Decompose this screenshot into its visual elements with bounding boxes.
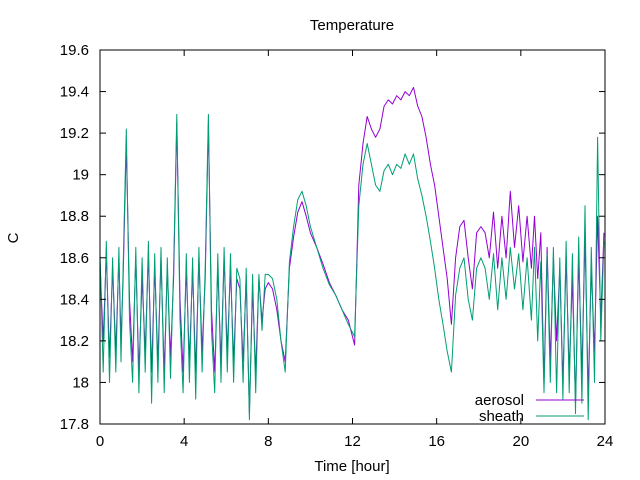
chart-title: Temperature xyxy=(310,17,394,34)
y-tick-label: 19.2 xyxy=(60,125,89,142)
y-tick-label: 18.6 xyxy=(60,250,89,267)
y-axis-label: C xyxy=(5,232,22,243)
y-tick-label: 18.2 xyxy=(60,333,89,350)
series-layer xyxy=(99,86,605,421)
x-tick-label: 20 xyxy=(512,433,529,450)
y-tick-label: 18.4 xyxy=(60,291,89,308)
y-tick-label: 19 xyxy=(72,167,89,184)
legend-label-sheath: sheath xyxy=(479,408,524,425)
legend-label-aerosol: aerosol xyxy=(475,392,524,409)
x-tick-label: 24 xyxy=(597,433,614,450)
x-tick-label: 8 xyxy=(264,433,272,450)
y-tick-label: 18.8 xyxy=(60,208,89,225)
y-tick-label: 17.8 xyxy=(60,416,89,433)
ticks-layer: 0 4 8 12 16 20 24 17.8 18 18.2 18.4 18.6 18.8 19 19.2 1… xyxy=(60,42,614,450)
series-line-sheath xyxy=(99,113,605,421)
y-tick-label: 18 xyxy=(72,374,89,391)
x-tick-label: 16 xyxy=(428,433,445,450)
y-tick-label: 19.4 xyxy=(60,84,89,101)
x-axis-label: Time [hour] xyxy=(314,458,389,475)
x-tick-label: 0 xyxy=(96,433,104,450)
y-tick-label: 19.6 xyxy=(60,42,89,59)
x-tick-label: 4 xyxy=(180,433,188,450)
plot-frame xyxy=(99,49,606,425)
x-tick-label: 12 xyxy=(344,433,361,450)
